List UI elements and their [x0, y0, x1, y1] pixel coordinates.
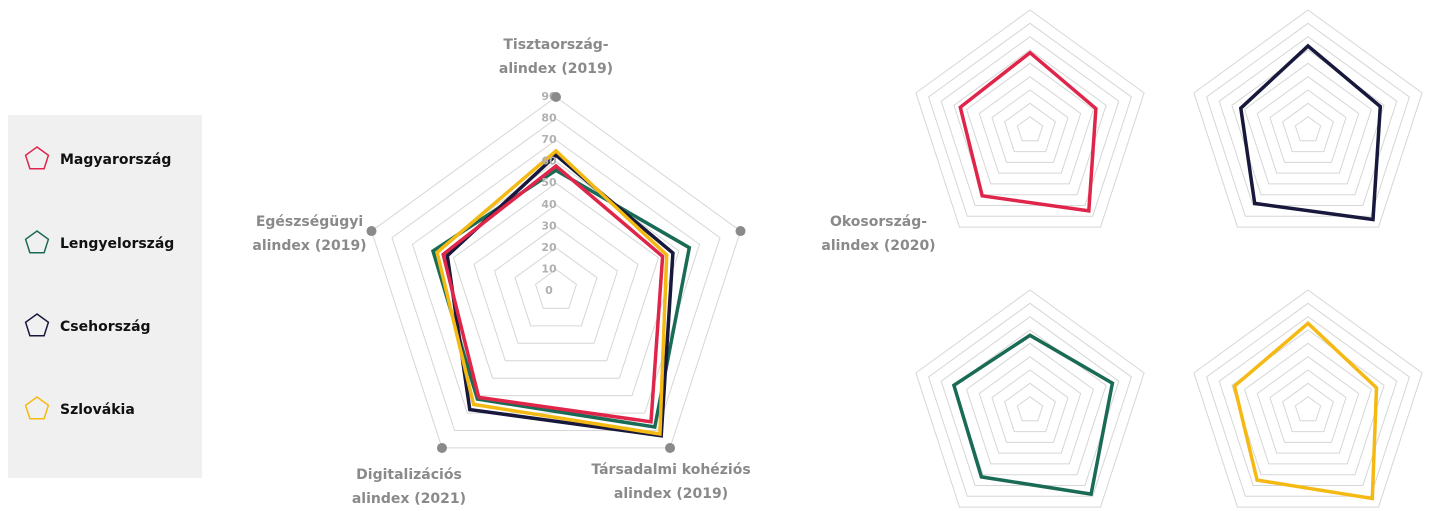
legend-box: [8, 115, 202, 478]
grid-ring: [1256, 356, 1360, 454]
y-tick-label: 80: [541, 112, 557, 125]
grid-ring: [1294, 116, 1322, 142]
grid-ring: [991, 89, 1069, 163]
grid-ring: [1231, 49, 1385, 196]
grid-ring: [1004, 102, 1056, 153]
grid-ring: [978, 356, 1082, 454]
grid-ring: [1218, 36, 1398, 206]
axis-label: Egészségügyi: [256, 214, 363, 230]
legend-icon: [24, 230, 50, 254]
grid-ring: [915, 289, 1145, 508]
axis-label: Okosország-: [830, 214, 927, 230]
grid-ring: [953, 49, 1107, 196]
series-polygon: [958, 50, 1098, 213]
grid-ring: [493, 225, 619, 344]
grid-ring: [1269, 89, 1347, 163]
y-tick-label: 50: [541, 176, 557, 189]
axis-end-dot: [366, 226, 377, 237]
legend-label: Csehország: [60, 319, 151, 335]
y-tick-label: 10: [541, 262, 557, 275]
grid-ring: [1016, 116, 1044, 142]
axis-label: alindex (2019): [252, 238, 366, 254]
legend-icon: [24, 146, 50, 170]
grid-ring: [966, 62, 1094, 185]
grid-ring: [1193, 289, 1423, 508]
axis-label: Tisztaország-: [503, 37, 608, 53]
legend-label: Lengyelország: [60, 236, 174, 252]
series-polygon: [435, 148, 669, 437]
grid-ring: [1269, 369, 1347, 443]
grid-ring: [1282, 382, 1334, 433]
grid-ring: [370, 96, 742, 449]
grid-ring: [940, 36, 1120, 206]
grid-ring: [391, 117, 721, 431]
axis-label: Társadalmi kohéziós: [591, 462, 750, 478]
grid-ring: [915, 9, 1145, 228]
y-tick-label: 30: [541, 219, 557, 232]
grid-ring: [1004, 382, 1056, 433]
grid-ring: [534, 268, 578, 309]
axis-label: alindex (2019): [614, 486, 728, 502]
grid-ring: [928, 22, 1132, 217]
grid-ring: [1206, 302, 1410, 497]
grid-ring: [978, 76, 1082, 174]
axis-end-dot: [735, 226, 746, 237]
series-polygon: [1238, 43, 1383, 222]
axis-label: alindex (2020): [821, 238, 935, 254]
grid-ring: [514, 247, 598, 327]
axis-end-dot: [551, 92, 561, 102]
grid-ring: [1218, 316, 1398, 486]
grid-ring: [1244, 342, 1372, 465]
grid-ring: [1016, 396, 1044, 422]
y-tick-label: 40: [541, 198, 557, 211]
grid-ring: [928, 302, 1132, 497]
grid-ring: [452, 182, 660, 379]
legend-icon: [24, 396, 50, 420]
grid-ring: [1294, 396, 1322, 422]
grid-ring: [1206, 22, 1410, 217]
series-polygon: [441, 163, 665, 424]
grid: [370, 9, 1423, 508]
legend-icon: [24, 313, 50, 337]
series-polygon: [951, 333, 1115, 497]
axis-label: Digitalizációs: [356, 467, 462, 483]
grid-ring: [991, 369, 1069, 443]
grid-ring: [1193, 9, 1423, 228]
y-tick-label: 0: [545, 284, 553, 297]
axis-label: alindex (2019): [499, 61, 613, 77]
legend-label: Szlovákia: [60, 402, 135, 418]
legend-label: Magyarország: [60, 152, 171, 168]
grid-ring: [1244, 62, 1372, 185]
y-tick-label: 70: [541, 133, 557, 146]
grid-ring: [473, 204, 639, 362]
axis-end-dot: [665, 442, 676, 453]
y-tick-label: 20: [541, 241, 557, 254]
series-polygon: [1232, 320, 1379, 501]
series-polygon: [445, 152, 675, 438]
axis-label: alindex (2021): [352, 491, 466, 507]
grid-ring: [966, 342, 1094, 465]
grid-ring: [1282, 102, 1334, 153]
axis-end-dot: [436, 442, 447, 453]
y-tick-label: 60: [541, 155, 557, 168]
grid-ring: [940, 316, 1120, 486]
grid-ring: [1256, 76, 1360, 174]
marks: [430, 43, 1383, 501]
